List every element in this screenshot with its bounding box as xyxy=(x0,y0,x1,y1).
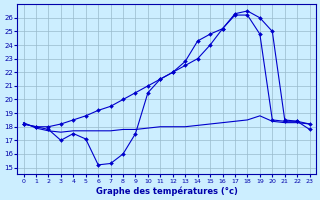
X-axis label: Graphe des températures (°c): Graphe des températures (°c) xyxy=(96,186,237,196)
